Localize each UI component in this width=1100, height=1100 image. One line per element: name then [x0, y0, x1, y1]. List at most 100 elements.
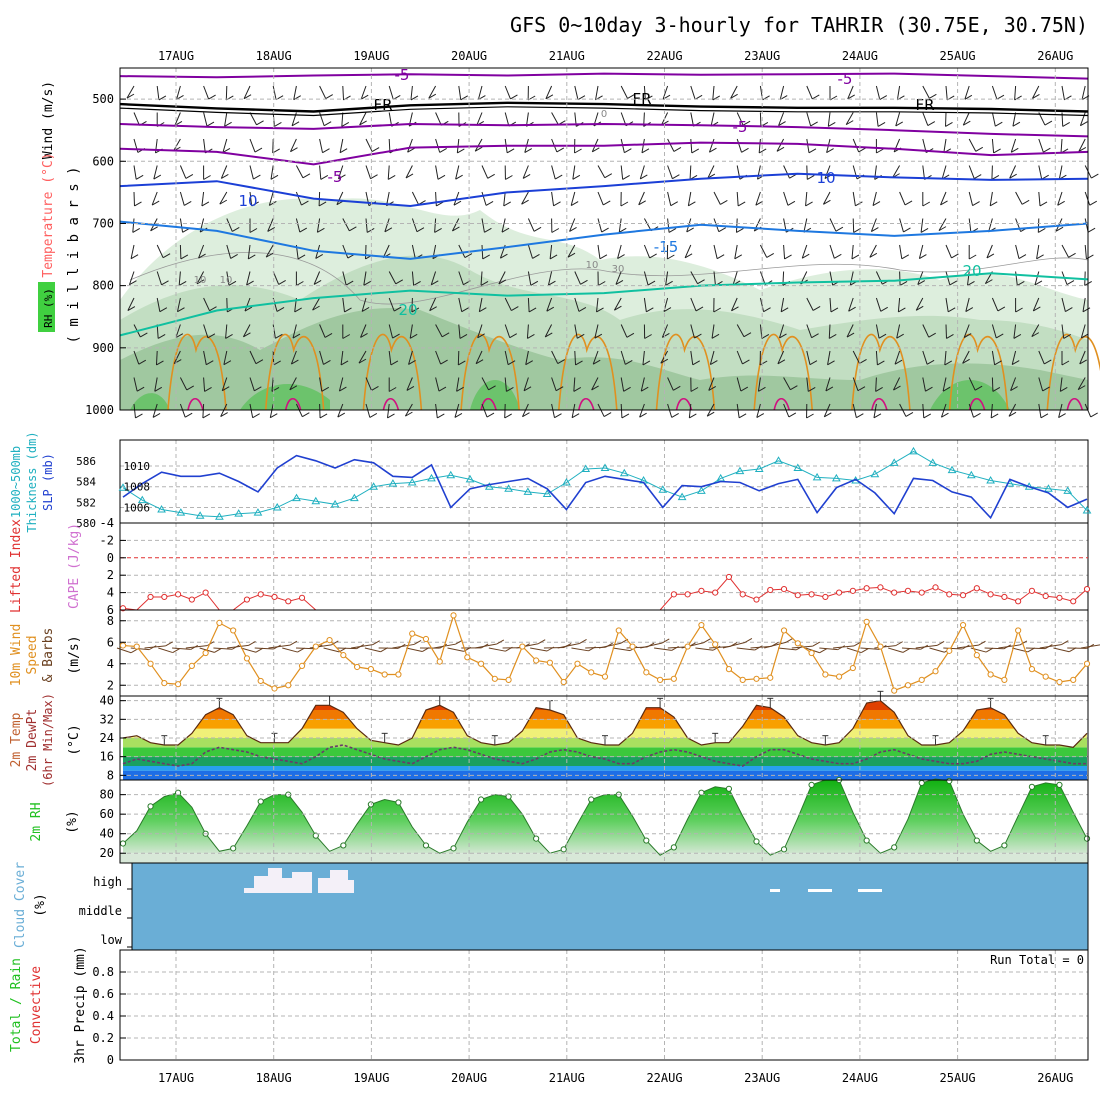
- wind-barb-feather: [809, 360, 818, 366]
- wind-speed-point: [932, 668, 939, 675]
- y-tick-label: 6: [107, 603, 114, 617]
- thickness-point: [1063, 486, 1073, 494]
- y-tick-label: 0.4: [92, 1009, 114, 1023]
- wind-barb: [730, 85, 738, 99]
- thickness-point: [137, 495, 147, 504]
- wind-barb: [458, 324, 461, 339]
- wind-barb: [899, 218, 904, 233]
- isotherm-30: [578, 397, 595, 411]
- wind-barb: [667, 403, 673, 418]
- wind-barb: [690, 350, 694, 365]
- wind-barb-feather: [670, 201, 678, 207]
- wind-barb: [569, 218, 576, 232]
- wind-barb: [988, 218, 993, 233]
- wind-barb: [852, 350, 861, 364]
- wind-barb: [1080, 324, 1086, 339]
- y-tick-label: 60: [100, 807, 114, 821]
- wind-speed-point: [739, 676, 746, 683]
- isotherm-line: [119, 172, 1089, 208]
- wind-barb-feather: [871, 227, 879, 233]
- wind-barb: [1015, 244, 1020, 259]
- wind-barb-feather: [289, 385, 298, 391]
- surface-wind-barb: [777, 647, 797, 651]
- wind-speed-point: [533, 657, 540, 664]
- wind-barb: [411, 244, 416, 259]
- wind-barb: [504, 324, 511, 338]
- wind-barb: [643, 297, 647, 312]
- thickness-point: [523, 487, 533, 495]
- wind-barb: [873, 403, 877, 418]
- rh-point: [505, 793, 512, 800]
- wind-barb: [852, 138, 860, 153]
- wind-barb: [522, 165, 529, 179]
- wind-barb-feather: [997, 306, 1006, 312]
- wind-barb: [435, 112, 442, 126]
- wind-barb: [384, 218, 390, 232]
- wind-barb-feather: [1087, 227, 1096, 233]
- y-tick-label: 40: [100, 694, 114, 708]
- surface-wind-barb: [915, 644, 938, 649]
- wind-barb-feather: [185, 173, 194, 179]
- lifted-index-point: [174, 591, 182, 598]
- wind-barb: [1036, 244, 1040, 259]
- wind-barb-feather: [829, 95, 838, 101]
- wind-barb: [597, 165, 606, 178]
- wind-barb-feather: [944, 360, 953, 366]
- thickness-point: [831, 473, 841, 482]
- surface-wind-barb: [819, 647, 838, 651]
- rh-base: [120, 853, 1088, 863]
- wind-barb-feather: [824, 412, 832, 418]
- wind-barb-feather: [358, 358, 367, 364]
- surface-wind-panel: 2 4 6 8 10m Wind Speed & Barbs (m/s): [9, 609, 1100, 697]
- wind-barb: [896, 324, 901, 339]
- wind-speed-point: [436, 658, 443, 665]
- rh-point: [533, 835, 540, 842]
- wind-barb-feather: [525, 360, 533, 366]
- wind-speed-point: [1056, 678, 1063, 686]
- wind-barb-feather: [989, 201, 998, 207]
- wind-barb-feather: [294, 307, 302, 313]
- wind-barb-feather: [947, 307, 956, 313]
- contour-label: -5: [328, 168, 343, 186]
- wind-barb: [618, 218, 622, 233]
- wind-barb-feather: [232, 226, 240, 232]
- wind-barb-feather: [460, 95, 468, 101]
- wind-barb-feather: [359, 120, 367, 126]
- surface-wind-barb-feather: [214, 647, 222, 653]
- high-cloud-block: [292, 872, 312, 893]
- wind-barb-feather: [551, 228, 560, 233]
- wind-barb: [363, 271, 367, 286]
- wind-barb: [690, 85, 696, 100]
- wind-barb-feather: [592, 359, 601, 365]
- wind-barb: [941, 165, 947, 180]
- surface-wind-barb-feather: [579, 639, 587, 644]
- wind-barb-feather: [158, 95, 167, 101]
- wind-barb-feather: [756, 413, 765, 418]
- wind-barb: [340, 350, 344, 365]
- wind-barb-feather: [1017, 280, 1025, 286]
- surface-wind-barb: [227, 644, 249, 649]
- wind-barb-feather: [324, 332, 333, 338]
- surface-wind-barb: [488, 647, 506, 652]
- wind-barb: [940, 191, 947, 206]
- lifted-index-point: [1042, 592, 1049, 600]
- wind-barb: [801, 244, 808, 259]
- wind-barb-feather: [597, 281, 606, 286]
- wind-barb-feather: [599, 254, 608, 260]
- wind-barb: [708, 377, 715, 391]
- wind-barb-feather: [731, 306, 739, 312]
- wind-barb: [757, 165, 761, 180]
- lifted-index-point: [904, 587, 912, 594]
- thickness-tick-label: 586: [76, 455, 96, 468]
- ylabel-wind: Wind (m/s): [41, 81, 56, 159]
- wind-barb: [337, 403, 344, 418]
- wind-speed-point: [656, 676, 664, 683]
- wind-barb: [133, 165, 137, 180]
- wind-barb: [805, 191, 808, 206]
- wind-barb: [713, 191, 721, 205]
- wind-barb-feather: [1090, 412, 1098, 418]
- isotherm-line: [119, 101, 1089, 113]
- wind-barb-feather: [485, 200, 494, 206]
- contour-label: 20: [398, 301, 417, 319]
- wind-barb-feather: [1086, 254, 1094, 260]
